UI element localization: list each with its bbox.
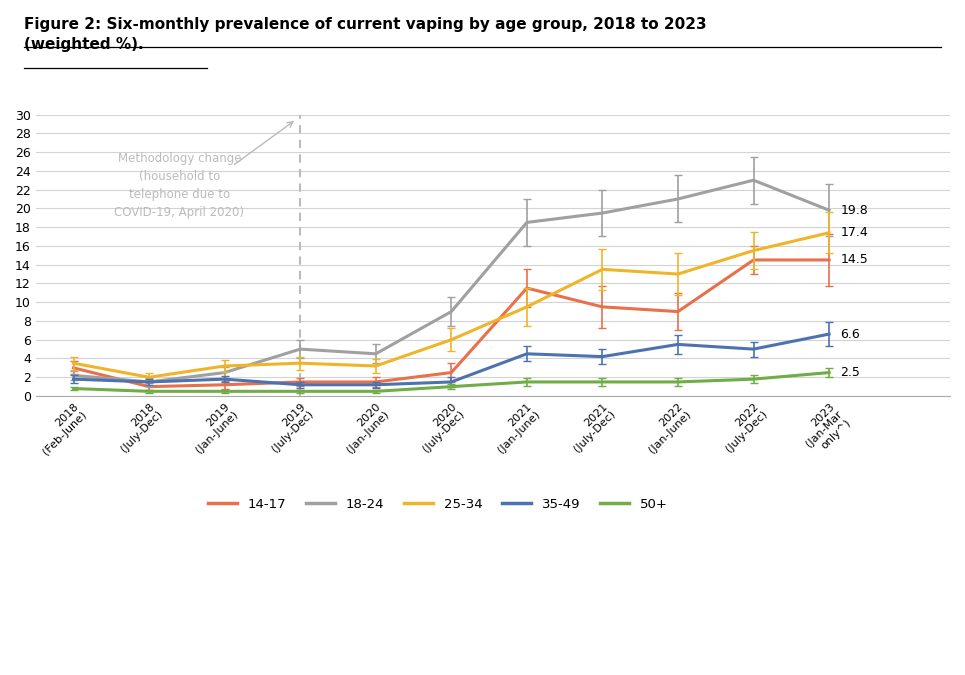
Legend: 14-17, 18-24, 25-34, 35-49, 50+: 14-17, 18-24, 25-34, 35-49, 50+ (203, 493, 673, 516)
Text: 14.5: 14.5 (841, 253, 868, 267)
Text: (weighted %).: (weighted %). (24, 37, 144, 52)
Text: 2.5: 2.5 (841, 366, 861, 379)
Text: 19.8: 19.8 (841, 204, 868, 217)
Text: 17.4: 17.4 (841, 226, 868, 239)
Text: Methodology change
(household to
telephone due to
COVID-19, April 2020): Methodology change (household to telepho… (114, 152, 244, 219)
Text: Figure 2: Six-monthly prevalence of current vaping by age group, 2018 to 2023: Figure 2: Six-monthly prevalence of curr… (24, 17, 706, 32)
Text: 6.6: 6.6 (841, 327, 860, 341)
